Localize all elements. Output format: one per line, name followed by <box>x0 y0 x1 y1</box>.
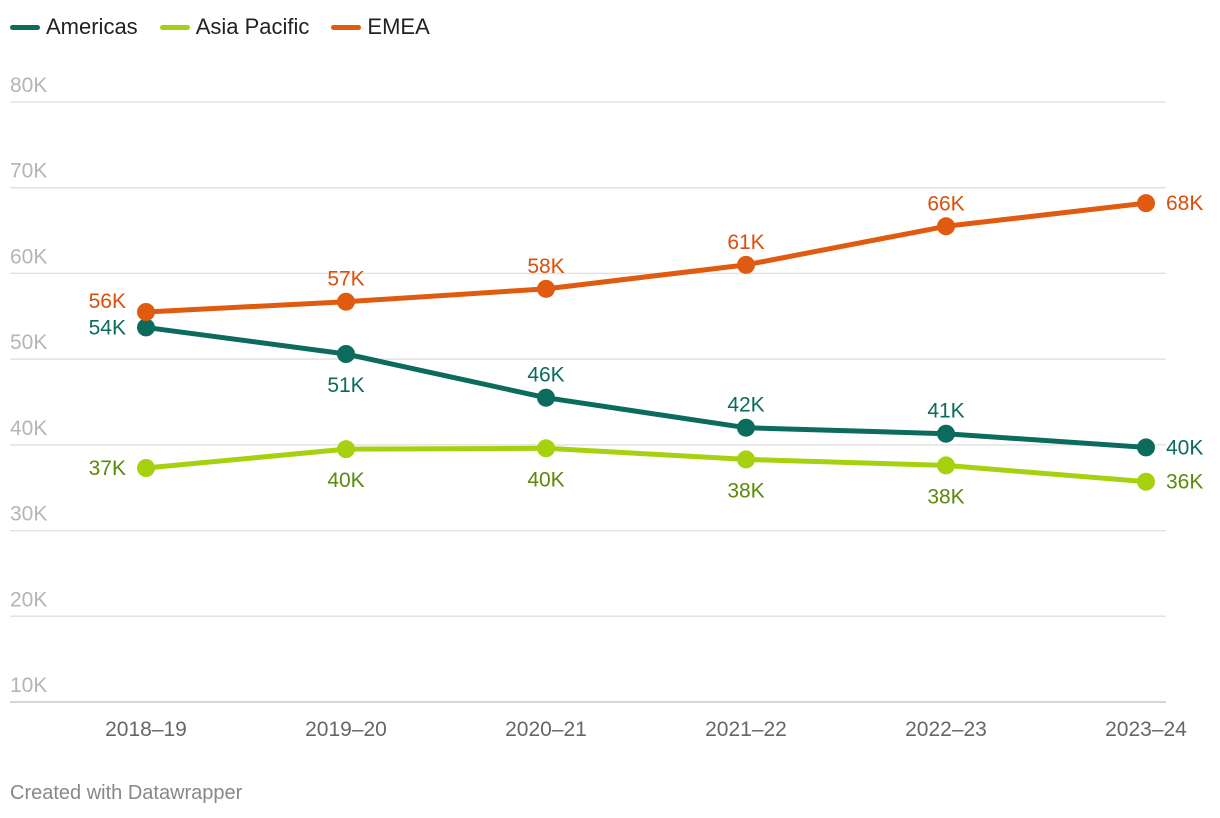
y-tick-label: 30K <box>10 503 47 526</box>
data-label-asia-pacific: 36K <box>1166 471 1203 494</box>
series-line-americas <box>143 324 1149 450</box>
footer-credit: Created with Datawrapper <box>10 782 243 804</box>
data-label-asia-pacific: 40K <box>327 469 364 492</box>
data-point-asia-pacific <box>137 459 155 477</box>
data-label-emea: 57K <box>327 268 364 291</box>
data-point-emea <box>537 279 555 298</box>
x-tick-label: 2023–24 <box>1105 718 1187 741</box>
data-point-americas <box>537 388 555 407</box>
legend-label-asia-pacific: Asia Pacific <box>195 14 310 39</box>
data-point-americas <box>337 345 355 363</box>
data-point-asia-pacific <box>937 456 955 475</box>
data-label-americas: 40K <box>1166 436 1203 459</box>
data-label-emea: 56K <box>89 290 126 313</box>
legend-item-asia-pacific: Asia Pacific <box>159 14 310 40</box>
x-tick-label: 2019–20 <box>305 718 387 741</box>
series-line-asia-pacific <box>143 445 1149 485</box>
data-label-emea: 68K <box>1166 192 1203 215</box>
y-tick-label: 40K <box>10 417 47 440</box>
legend-swatch-emea <box>331 24 362 30</box>
x-tick-label: 2021–22 <box>705 718 787 741</box>
y-tick-label: 20K <box>10 588 47 611</box>
legend-label-americas: Americas <box>46 14 138 39</box>
legend-label-emea: EMEA <box>367 14 430 39</box>
y-tick-label: 80K <box>10 74 47 97</box>
legend-item-americas: Americas <box>10 14 138 40</box>
data-label-emea: 58K <box>527 255 564 278</box>
y-tick-label: 10K <box>10 674 47 697</box>
data-label-americas: 46K <box>527 364 564 387</box>
x-tick-label: 2018–19 <box>105 718 187 741</box>
data-label-asia-pacific: 37K <box>89 457 126 480</box>
data-point-asia-pacific <box>1137 472 1155 491</box>
data-point-asia-pacific <box>337 440 355 459</box>
y-tick-label: 50K <box>10 331 47 354</box>
grid-layer: 10K 20K 30K 40K 50K 60K 70K 80K 2018–19 2019–20 20… <box>10 74 1187 741</box>
data-point-emea <box>1137 194 1155 213</box>
data-label-emea: 66K <box>927 192 964 215</box>
series-line-emea <box>143 200 1149 315</box>
data-point-emea <box>937 217 955 236</box>
x-tick-label: 2020–21 <box>505 718 587 741</box>
data-point-emea <box>337 292 355 311</box>
data-point-americas <box>737 418 755 437</box>
data-point-asia-pacific <box>537 439 555 458</box>
legend-item-emea: EMEA <box>331 14 430 40</box>
data-label-asia-pacific: 40K <box>527 468 564 491</box>
data-point-emea <box>737 255 755 274</box>
data-label-americas: 51K <box>327 374 364 397</box>
legend-swatch-asia-pacific <box>159 24 190 30</box>
data-label-americas: 42K <box>727 394 764 417</box>
data-point-emea <box>137 303 155 321</box>
label-layer: 54K 51K 46K 42K 41K 40K 37K 40K 40K 38K 38K 36K 56K 5… <box>89 192 1204 508</box>
y-tick-label: 70K <box>10 160 47 183</box>
data-point-asia-pacific <box>737 450 755 469</box>
x-tick-label: 2022–23 <box>905 718 987 741</box>
data-point-americas <box>1137 438 1155 457</box>
data-label-emea: 61K <box>727 231 764 254</box>
data-label-asia-pacific: 38K <box>727 479 764 502</box>
legend-swatch-americas <box>10 24 40 30</box>
y-tick-label: 60K <box>10 245 47 268</box>
data-label-americas: 54K <box>89 316 126 339</box>
data-label-americas: 41K <box>927 400 964 423</box>
series-layer <box>137 194 1155 491</box>
data-point-americas <box>137 318 155 337</box>
data-label-asia-pacific: 38K <box>927 485 964 508</box>
data-point-americas <box>937 424 955 443</box>
chart-legend: Americas Asia Pacific EMEA <box>10 14 430 40</box>
